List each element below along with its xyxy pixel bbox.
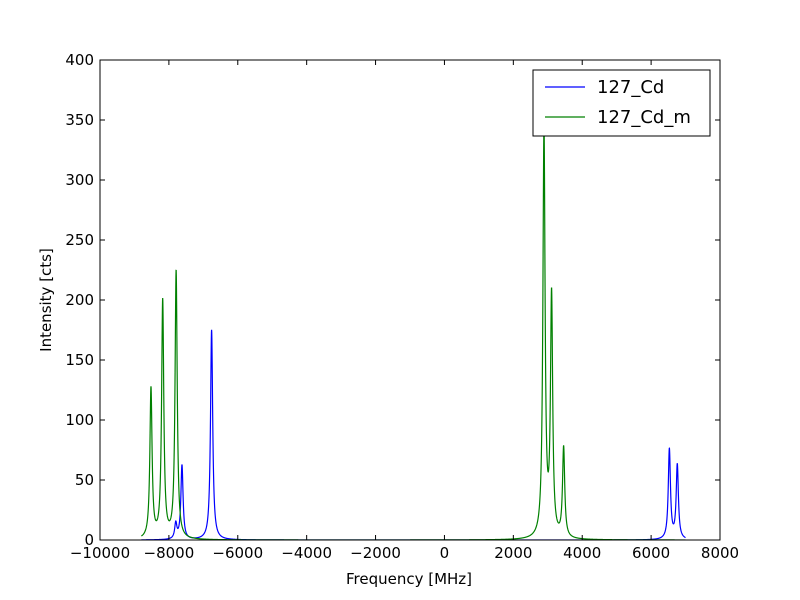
plot-frame [99,59,721,541]
y-tick-label: 300 [65,171,94,189]
y-tick-label: 100 [65,411,94,429]
x-tick-label: 2000 [494,544,532,562]
y-tick-label: 150 [65,351,94,369]
legend-box [532,69,711,137]
legend-entry-label: 127_Cd [597,77,664,98]
x-tick-label: 8000 [701,544,739,562]
x-tick-label: −10000 [70,544,130,562]
x-axis-label: Frequency [MHz] [346,570,472,588]
y-tick-label: 0 [84,531,94,549]
legend: 127_Cd 127_Cd_m [532,69,711,137]
x-tick-label: −2000 [350,544,401,562]
y-axis-label: Intensity [cts] [37,248,55,352]
y-tick-label: 400 [65,51,94,69]
tick-labels: −10000 −8000 −6000 −4000 −2000 0 2000 4000 6000 8… [65,51,739,562]
x-tick-label: −6000 [212,544,263,562]
x-tick-label: −8000 [144,544,195,562]
x-tick-label: 4000 [563,544,601,562]
x-tick-label: 6000 [632,544,670,562]
x-tick-label: −4000 [281,544,332,562]
y-tick-label: 50 [75,471,94,489]
x-tick-label: 0 [440,544,450,562]
y-tick-label: 200 [65,291,94,309]
y-tick-label: 250 [65,231,94,249]
y-tick-label: 350 [65,111,94,129]
legend-entry-label: 127_Cd_m [597,107,691,128]
